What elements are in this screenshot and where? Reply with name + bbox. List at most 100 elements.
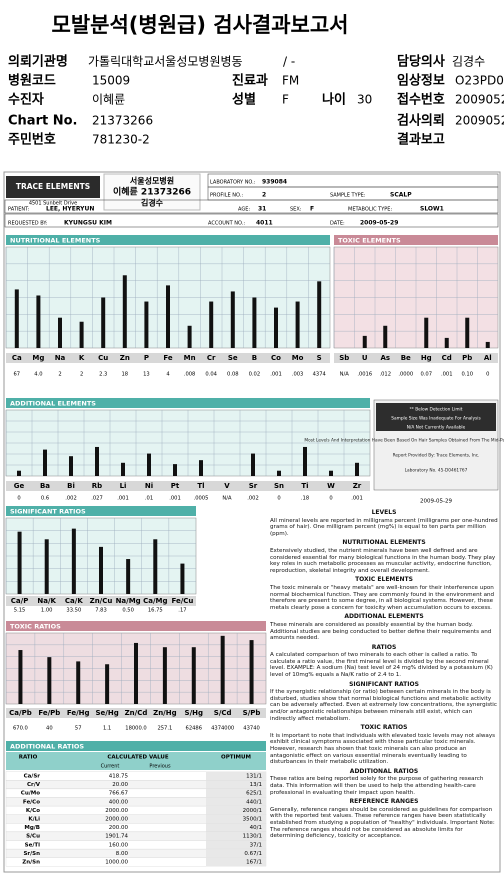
field-value: LEE, HYERYUN — [46, 206, 94, 213]
level-bar — [17, 470, 21, 476]
element-label: Be — [401, 354, 411, 362]
level-bar — [166, 285, 170, 348]
ratio-value: 1901.74 — [105, 834, 128, 840]
level-bar — [122, 275, 127, 348]
stamp-text: 김경수 — [141, 198, 164, 208]
element-result: .001 — [441, 372, 453, 378]
element-result: 4374 — [313, 372, 327, 378]
section-title: TOXIC ELEMENTS — [338, 237, 401, 245]
ratio-name: Cr/V — [27, 782, 41, 788]
note-heading: TOXIC ELEMENTS — [355, 576, 413, 584]
info-value: 21373266 — [92, 114, 153, 128]
element-label: Fe/Hg — [67, 709, 90, 717]
report-title: 모발분석(병원급) 검사결과보고서 — [52, 13, 349, 37]
level-bar — [173, 464, 177, 476]
element-label: Ca/K — [65, 597, 83, 605]
element-label: Na/Mg — [116, 597, 141, 605]
info-label: 성별 — [232, 92, 256, 108]
label-strip — [6, 708, 266, 718]
field-label: DATE: — [330, 221, 345, 227]
legend-text: N/A Not Currently Available — [407, 425, 466, 431]
ratio-value: 400.00 — [109, 799, 129, 805]
element-result: 13 — [143, 372, 150, 378]
level-bar — [126, 559, 131, 594]
field-label: SAMPLE TYPE: — [330, 193, 366, 199]
level-bar — [44, 539, 49, 594]
element-result: 0.07 — [420, 372, 432, 378]
info-value: 20090526 — [455, 114, 504, 128]
element-result: 0 — [486, 372, 489, 378]
element-label: Li — [120, 482, 127, 490]
element-label: Ba — [40, 482, 50, 490]
element-result: 257.1 — [157, 726, 172, 732]
info-value: 이혜륜 — [92, 93, 125, 107]
element-label: Sb — [339, 354, 349, 362]
element-label: S/Cd — [214, 709, 232, 717]
info-value: 781230-2 — [92, 133, 150, 147]
ratio-name: Se/Tl — [25, 842, 40, 848]
element-result: 67 — [13, 372, 20, 378]
hospital-stamp — [103, 173, 201, 211]
info-label: 주민번호 — [8, 132, 56, 148]
info-label: 진료과 — [232, 73, 268, 89]
note-heading: TOXIC RATIOS — [360, 724, 408, 732]
element-label: Cu — [98, 354, 108, 362]
field-value: 4011 — [256, 220, 273, 227]
element-label: Ca/P — [11, 597, 29, 605]
section-title-bar — [6, 741, 266, 751]
level-bar — [424, 317, 429, 348]
level-bar — [105, 664, 110, 704]
level-bar — [47, 657, 52, 704]
field-label: ACCOUNT NO.: — [208, 221, 245, 227]
legend-text: Report Provided By: Trace Elements, Inc. — [393, 453, 480, 459]
optimum-cell — [206, 831, 266, 841]
element-result: 5.15 — [14, 608, 26, 614]
ratio-name: Zn/Sn — [22, 860, 40, 866]
section-title-bar — [6, 235, 330, 245]
level-bar — [79, 321, 84, 348]
ratio-optimum: 0.67/1 — [244, 851, 262, 857]
element-result: .0000 — [398, 372, 413, 378]
element-result: .001 — [351, 496, 363, 502]
level-bar — [199, 460, 203, 476]
note-text: It is important to note that individuals… — [270, 732, 496, 766]
ratio-name: K/Co — [26, 808, 40, 814]
field-value: KYUNGSU KIM — [64, 220, 112, 227]
element-label: Sn — [274, 482, 284, 490]
level-bar — [144, 301, 149, 348]
level-bar — [69, 456, 73, 476]
info-value: 30 — [357, 93, 372, 107]
info-label: 검사의뢰 — [397, 113, 445, 129]
optimum-cell — [206, 780, 266, 789]
level-bar — [187, 325, 192, 348]
info-label: 나이 — [322, 92, 346, 108]
section-title: TOXIC RATIOS — [10, 623, 61, 631]
info-label: Chart No. — [8, 114, 77, 129]
element-result: N/A — [222, 496, 232, 502]
element-result: 0.04 — [205, 372, 217, 378]
level-bar — [18, 650, 23, 704]
note-heading: ADDITIONAL RATIOS — [349, 767, 419, 775]
section-title-bar — [334, 235, 498, 245]
stamp-text: 서울성모병원 — [130, 176, 174, 186]
level-bar — [251, 453, 255, 476]
section-title-bar — [6, 398, 370, 408]
element-label: S/Pb — [243, 709, 261, 717]
element-label: Bi — [67, 482, 75, 490]
element-result: 40 — [46, 726, 53, 732]
field-value: SCALP — [390, 192, 412, 199]
element-label: Pb — [462, 354, 472, 362]
level-bar — [121, 462, 125, 476]
ratio-optimum: 3500/1 — [243, 817, 262, 823]
element-label: Zn/Cd — [125, 709, 148, 717]
optimum-cell — [206, 849, 266, 858]
ratio-value: 418.75 — [109, 774, 129, 780]
level-bar — [295, 301, 300, 348]
element-label: B — [252, 354, 257, 362]
field-label: PATIENT: — [8, 207, 30, 213]
section-title: ADDITIONAL RATIOS — [10, 743, 84, 751]
table-column-header: OPTIMUM — [221, 755, 251, 761]
element-result: 62486 — [186, 726, 203, 732]
label-strip — [334, 353, 498, 363]
